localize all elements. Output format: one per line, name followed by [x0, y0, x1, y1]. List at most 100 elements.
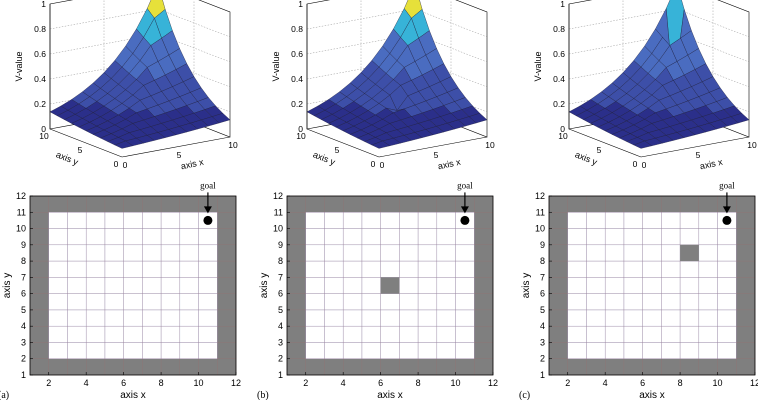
x-axis-line: [640, 136, 750, 158]
z-tick-label: 0: [560, 124, 565, 134]
y-tick-label: 0: [114, 159, 119, 169]
panel-label: (c): [519, 390, 530, 400]
y-tick-label: 5: [78, 145, 83, 155]
y-tick-label: 3: [278, 337, 283, 347]
x-tick-label: 2: [46, 378, 51, 388]
y-tick-label: 4: [540, 321, 545, 331]
goal-arrow-head: [722, 206, 731, 214]
x-tick-label: 0: [380, 160, 385, 170]
z-gridline: [49, 58, 231, 88]
surface-patch: [114, 140, 134, 149]
x-tick-label: 4: [603, 378, 608, 388]
z-gridline: [306, 8, 488, 38]
x-tick-label: 10: [713, 378, 723, 388]
z-tick-label: 0.2: [291, 99, 303, 109]
x-tick-label: 4: [84, 378, 89, 388]
z-tick-label: 0.8: [34, 24, 46, 34]
y-tick-label: 11: [536, 207, 545, 217]
y-tick-label: 8: [21, 256, 26, 266]
x-tick-label: 2: [565, 378, 570, 388]
y-tick-label: 10: [296, 131, 306, 141]
x-tick-label: 0: [642, 160, 647, 170]
z-tick-label: 0.4: [291, 74, 303, 84]
x-tick-label: 8: [159, 378, 164, 388]
plot-frame: [548, 195, 756, 376]
y-tick-label: 10: [39, 131, 49, 141]
x-tick-label: 4: [341, 378, 346, 388]
y-tick-label: 10: [16, 224, 26, 234]
goal-marker: [460, 215, 470, 225]
z-gridline: [306, 58, 488, 88]
x-tick-label: 12: [488, 378, 498, 388]
y-tick-label: 12: [16, 191, 26, 201]
y-tick-label: 1: [278, 370, 283, 380]
x-axis-label: axis x: [180, 157, 205, 172]
z-axis-label: V-value: [14, 51, 24, 81]
y-tick-label: 2: [21, 354, 26, 364]
x-tick-label: 10: [194, 378, 204, 388]
x-tick-label: 8: [416, 378, 421, 388]
z-gridline: [306, 33, 488, 63]
z-tick-label: 1: [560, 0, 565, 9]
z-gridline: [568, 58, 750, 88]
y-tick-label: 4: [21, 321, 26, 331]
goal-marker: [722, 215, 732, 225]
z-tick-label: 0.2: [34, 99, 46, 109]
y-tick-label: 7: [540, 272, 545, 282]
free-space: [48, 212, 218, 359]
goal-label: goal: [200, 180, 216, 190]
x-tick-label: 0: [123, 160, 128, 170]
y-tick-label: 12: [273, 191, 283, 201]
x-tick-label: 8: [678, 378, 683, 388]
y-axis-label: axis y: [521, 273, 532, 299]
goal-arrow-head: [460, 206, 469, 214]
y-tick-label: 9: [540, 240, 545, 250]
panel-label: (b): [257, 390, 269, 400]
y-axis-label: axis y: [55, 149, 81, 167]
z-tick-label: 0.4: [34, 74, 46, 84]
x-tick-label: 5: [177, 150, 182, 160]
y-tick-label: 0: [633, 159, 638, 169]
free-space: [567, 212, 737, 359]
y-tick-label: 5: [335, 145, 340, 155]
goal-label: goal: [457, 180, 473, 190]
y-tick-label: 2: [540, 354, 545, 364]
x-tick-label: 12: [750, 378, 758, 388]
z-tick-label: 0.6: [553, 49, 565, 59]
y-tick-label: 4: [278, 321, 283, 331]
z-tick-label: 0.2: [553, 99, 565, 109]
plot-frame: [29, 195, 237, 376]
y-tick-label: 10: [273, 224, 283, 234]
y-tick-label: 0: [371, 159, 376, 169]
x-axis-label: axis x: [699, 157, 724, 172]
y-axis-label: axis y: [259, 273, 270, 299]
x-tick-label: 6: [121, 378, 126, 388]
x-axis-label: axis x: [639, 390, 665, 400]
z-gridline: [568, 8, 750, 38]
goal-marker: [203, 215, 213, 225]
z-tick-label: 0: [298, 124, 303, 134]
y-axis-line: [568, 128, 642, 158]
z-tick-label: 0.6: [34, 49, 46, 59]
y-tick-label: 11: [274, 207, 283, 217]
y-tick-label: 7: [21, 272, 26, 282]
z-tick-label: 0.8: [553, 24, 565, 34]
y-tick-label: 10: [535, 224, 545, 234]
z-gridline: [49, 33, 231, 63]
z-tick-label: 0.6: [291, 49, 303, 59]
x-tick-label: 5: [434, 150, 439, 160]
y-tick-label: 6: [540, 289, 545, 299]
surface-patch: [633, 140, 653, 149]
goal-arrow-head: [203, 206, 212, 214]
surface-plot-1: 0 0.2 0.4 0.6 0.8 1 V-value 0 5 10 axis x 10 5 0 axis …: [14, 0, 238, 171]
z-tick-label: 1: [41, 0, 46, 9]
obstacle-cell: [380, 277, 400, 294]
panel-label: (a): [0, 390, 9, 400]
x-axis-line: [121, 136, 231, 158]
z-axis-label: V-value: [533, 51, 543, 81]
x-tick-label: 6: [378, 378, 383, 388]
x-tick-label: 5: [696, 150, 701, 160]
z-tick-label: 0.4: [553, 74, 565, 84]
